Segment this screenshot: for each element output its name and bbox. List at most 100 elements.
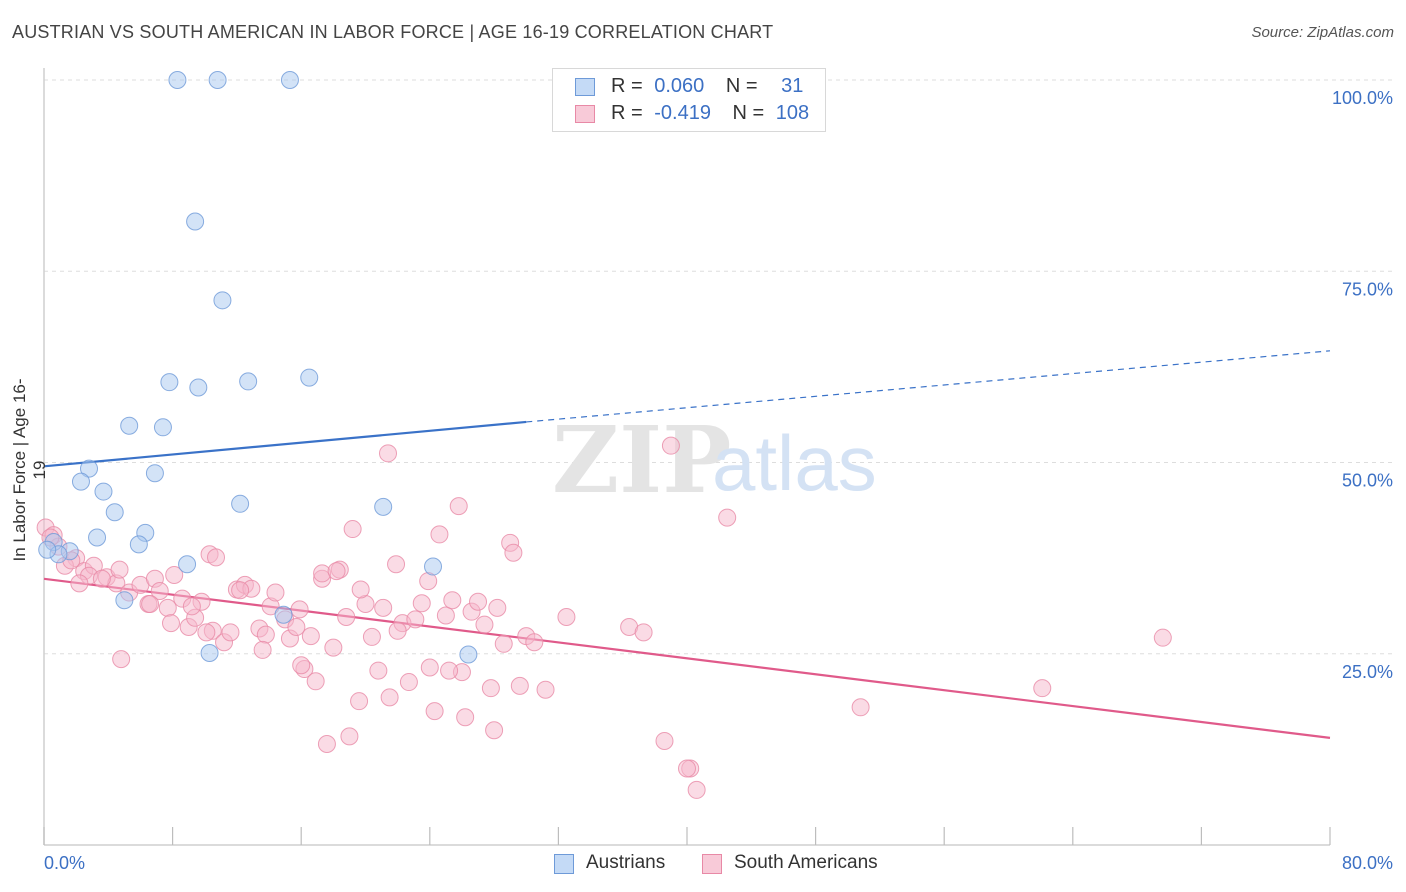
point-south-americans [369,661,388,680]
point-south-americans [207,548,226,567]
legend-n-label: N = [725,75,758,97]
point-austrians [38,540,57,559]
point-south-americans [425,702,444,721]
y-tick-label: 75.0% [1342,279,1393,299]
point-austrians [189,378,208,397]
point-austrians [178,555,197,574]
point-south-americans [351,580,370,599]
point-south-americans [112,650,131,669]
point-south-americans [317,735,336,754]
legend-n-value: 31 [781,75,804,97]
point-austrians [374,497,393,516]
point-south-americans [655,731,674,750]
point-south-americans [687,780,706,799]
point-south-americans [443,591,462,610]
point-south-americans [340,727,359,746]
point-south-americans [634,623,653,642]
point-south-americans [420,658,439,677]
point-south-americans [456,708,475,727]
legend-r-value: 0.060 [654,75,705,97]
point-south-americans [292,656,311,675]
point-austrians [94,482,113,501]
point-south-americans [678,759,696,778]
stats-legend: R = 0.060 N = 31 R = -0.419 N = 108 [552,68,826,132]
point-south-americans [436,606,455,625]
point-south-americans [161,614,180,633]
legend-r-value: -0.419 [654,102,711,124]
trend-lines [43,350,1331,739]
chart-title: AUSTRIAN VS SOUTH AMERICAN IN LABOR FORC… [12,22,774,42]
point-austrians [145,464,164,483]
point-south-americans [525,633,544,652]
point-south-americans [165,565,184,584]
point-austrians [71,472,90,491]
point-south-americans [182,597,201,616]
point-austrians [168,71,187,89]
legend-r-label: R = [611,75,643,97]
tick-labels: 100.0% 75.0% 50.0% 25.0% 0.0% 80.0% [44,88,1393,873]
watermark-zip: ZIP [552,406,731,514]
point-south-americans [449,497,468,516]
point-south-americans [469,592,488,611]
point-austrians [213,291,232,310]
axes [43,68,1331,846]
point-south-americans [661,436,680,455]
point-south-americans [485,721,504,740]
point-south-americans [231,581,250,600]
legend-label-austrians: Austrians [586,852,666,873]
point-south-americans [374,598,393,617]
point-south-americans [481,679,500,698]
point-austrians [105,503,124,522]
point-south-americans [557,608,576,627]
y-axis-label: In Labor Force | Age 16-19 [10,378,49,562]
point-south-americans [488,598,507,617]
point-south-americans [350,692,369,711]
legend-swatch-south-americans [702,854,722,874]
point-austrians [280,71,299,89]
point-austrians [239,372,258,391]
point-austrians [274,605,293,624]
point-south-americans [851,698,870,717]
point-austrians [160,373,179,392]
legend-label-south-americans: South Americans [734,852,878,873]
point-south-americans [256,625,275,644]
y-tick-label: 100.0% [1332,88,1393,108]
point-south-americans [70,574,89,593]
watermark: ZIP atlas [552,406,877,514]
point-austrians [88,528,107,547]
chart-source: Source: ZipAtlas.com [1251,24,1394,41]
point-south-americans [301,627,320,646]
y-tick-label: 50.0% [1342,471,1393,491]
point-austrians [200,643,219,662]
trend-line-austrians [43,420,527,468]
point-south-americans [327,562,346,581]
legend-swatch-austrians [554,854,574,874]
point-austrians [129,535,148,554]
point-south-americans [324,638,343,657]
point-south-americans [266,583,285,602]
x-tick-label: 0.0% [44,853,85,873]
point-austrians [115,591,134,610]
point-south-americans [150,582,169,601]
point-austrians [424,557,443,576]
point-south-americans [387,555,406,574]
point-austrians [120,416,139,435]
point-south-americans [197,623,216,642]
point-austrians [231,494,250,513]
point-south-americans [290,600,309,619]
point-south-americans [379,444,398,463]
point-austrians [80,459,99,478]
data-points [36,71,1172,799]
point-south-americans [399,673,418,692]
point-south-americans [343,520,362,539]
point-austrians [459,645,478,664]
point-south-americans [510,676,529,695]
legend-n-label: N = [732,102,765,124]
point-south-americans [494,634,513,653]
x-tick-label: 80.0% [1342,853,1393,873]
point-south-americans [158,598,177,617]
point-south-americans [406,610,425,629]
legend-n-value: 108 [775,102,810,124]
point-south-americans [92,569,111,588]
point-south-americans [475,615,494,634]
